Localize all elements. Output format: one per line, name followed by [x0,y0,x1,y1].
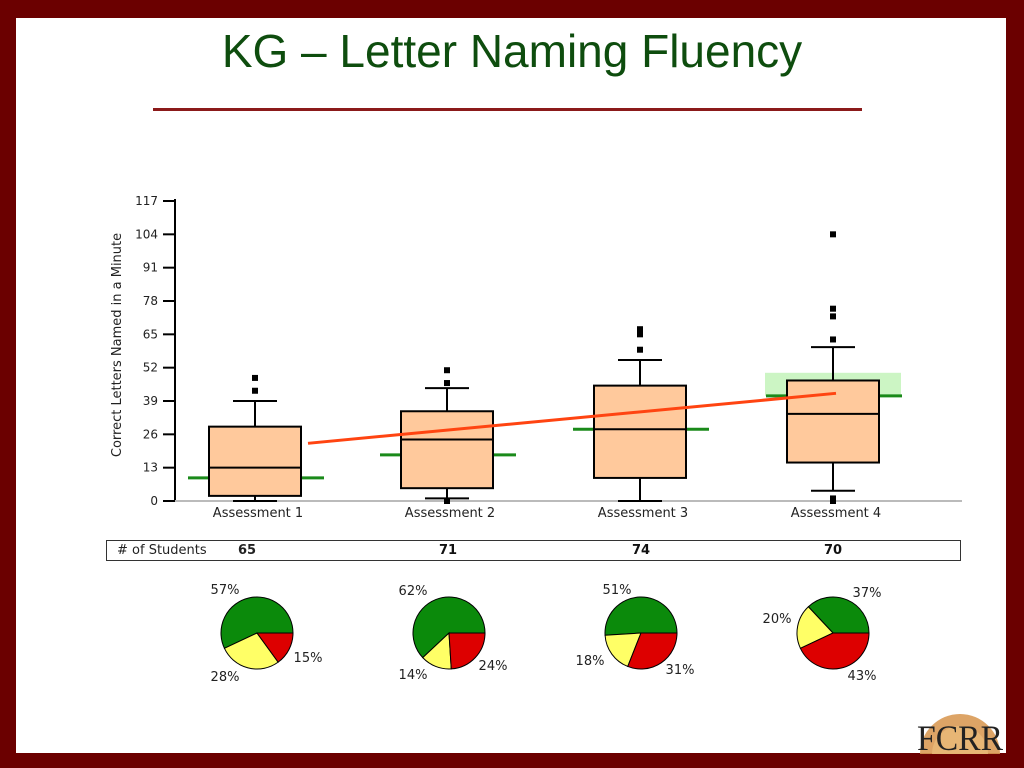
outlier-point [637,346,643,353]
pie-slice-green [220,596,294,649]
outlier-point [444,380,450,387]
y-tick-label: 104 [135,227,158,241]
slide-title: KG – Letter Naming Fluency [221,25,803,77]
pie-percent-label: 28% [211,670,240,685]
pie-percent-label: 18% [576,654,605,669]
fcrr-logo: FCRR [917,714,1003,754]
logo-text: FCRR [917,718,1003,754]
pie-slice-yellow [604,632,642,668]
pie-percent-label: 20% [763,612,792,627]
x-tick-label: Assessment 3 [598,506,688,521]
x-tick-label: Assessment 4 [791,506,881,521]
student-count: 65 [238,543,257,558]
pie-slice-yellow [223,632,279,670]
pie-slice-red [448,632,486,670]
pie-slice-green [604,596,678,636]
iqr-box [593,384,687,479]
y-tick-label: 52 [143,361,158,375]
pie-slice-green [807,596,870,634]
pie-percent-label: 31% [666,663,695,678]
pie-slice-red [256,632,294,663]
students-table: # of Students 65 71 74 70 [106,540,961,561]
x-tick-label: Assessment 1 [213,506,303,521]
students-label: # of Students [117,543,207,558]
y-tick-label: 65 [143,327,158,341]
y-axis-label: Correct Letters Named in a Minute [110,233,125,457]
outlier-point [830,313,836,320]
pie-percent-label: 15% [294,651,323,666]
y-tick-label: 13 [143,461,158,475]
y-tick-label: 26 [143,427,158,441]
pie-percent-label: 24% [479,659,508,674]
outlier-point [830,336,836,343]
student-count: 74 [631,543,651,558]
pie-slice-yellow [796,606,834,649]
pie-percent-label: 62% [399,584,428,599]
iqr-box [400,410,494,490]
outlier-point [830,495,836,502]
pie-slice-green [412,596,486,659]
outlier-point [252,387,258,394]
pie-percent-label: 57% [211,583,240,598]
y-tick-label: 78 [143,294,158,308]
pie-slice-red [627,632,678,670]
pie-percent-label: 14% [399,668,428,683]
pie-percent-label: 43% [848,669,877,684]
pie-percent-label: 37% [853,586,882,601]
student-count: 71 [438,543,458,558]
iqr-box [208,425,302,497]
pie-slice-red [799,632,870,670]
y-tick-label: 39 [143,394,158,408]
outlier-point [637,331,643,338]
x-tick-label: Assessment 2 [405,506,495,521]
outlier-point [252,374,258,381]
title-rule [153,108,862,111]
outlier-point [444,498,450,504]
student-count: 70 [823,543,843,558]
pie-percent-label: 51% [603,583,632,598]
outlier-point [637,326,643,333]
outlier-point [444,367,450,374]
y-tick-label: 117 [135,194,158,208]
y-tick-label: 91 [143,261,158,275]
outlier-point [830,231,836,238]
trend-line [307,391,837,445]
outlier-point [830,305,836,312]
y-tick-label: 0 [150,494,158,508]
